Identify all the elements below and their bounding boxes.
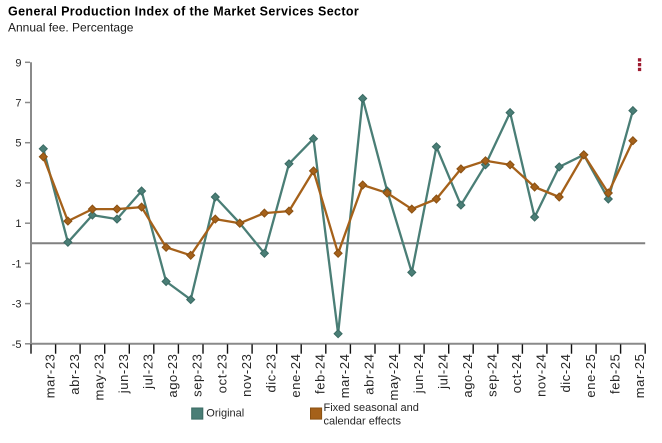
- svg-text:-5: -5: [12, 339, 22, 351]
- svg-text:dic-24: dic-24: [558, 354, 573, 393]
- svg-text:feb-24: feb-24: [313, 354, 328, 394]
- svg-text:7: 7: [15, 98, 21, 110]
- svg-text:nov-23: nov-23: [239, 354, 254, 397]
- svg-text:-1: -1: [12, 258, 22, 270]
- svg-text:jul-23: jul-23: [141, 354, 156, 390]
- svg-text:may-23: may-23: [91, 354, 106, 401]
- svg-text:nov-24: nov-24: [534, 354, 549, 397]
- svg-text:jun-23: jun-23: [116, 354, 131, 395]
- svg-text:oct-24: oct-24: [509, 354, 524, 394]
- svg-text:ene-24: ene-24: [288, 354, 303, 398]
- svg-text:sep-23: sep-23: [190, 354, 205, 397]
- svg-text:feb-25: feb-25: [607, 354, 622, 394]
- svg-text:dic-23: dic-23: [263, 354, 278, 393]
- svg-text:ago-24: ago-24: [460, 354, 475, 398]
- svg-text:3: 3: [15, 178, 21, 190]
- svg-text:oct-23: oct-23: [214, 354, 229, 394]
- svg-text:abr-24: abr-24: [362, 354, 377, 395]
- svg-text:9: 9: [15, 57, 21, 69]
- svg-text:sep-24: sep-24: [485, 354, 500, 397]
- svg-text:mar-23: mar-23: [42, 354, 57, 399]
- svg-text:Original: Original: [206, 408, 244, 420]
- svg-text:General Production Index of th: General Production Index of the Market S…: [8, 5, 359, 19]
- svg-text:-3: -3: [12, 299, 22, 311]
- svg-text:jul-24: jul-24: [435, 354, 450, 390]
- svg-text:mar-25: mar-25: [632, 354, 647, 399]
- svg-text:calendar effects: calendar effects: [324, 415, 402, 427]
- svg-text:ene-25: ene-25: [583, 354, 598, 398]
- svg-text:mar-24: mar-24: [337, 354, 352, 399]
- svg-text:abr-23: abr-23: [67, 354, 82, 395]
- svg-text:ago-23: ago-23: [165, 354, 180, 398]
- svg-text:jun-24: jun-24: [411, 354, 426, 395]
- svg-text:Fixed seasonal and: Fixed seasonal and: [324, 402, 419, 414]
- svg-text:5: 5: [15, 138, 21, 150]
- svg-text:Annual fee. Percentage: Annual fee. Percentage: [8, 21, 134, 35]
- svg-text:may-24: may-24: [386, 354, 401, 401]
- svg-text:1: 1: [15, 218, 21, 230]
